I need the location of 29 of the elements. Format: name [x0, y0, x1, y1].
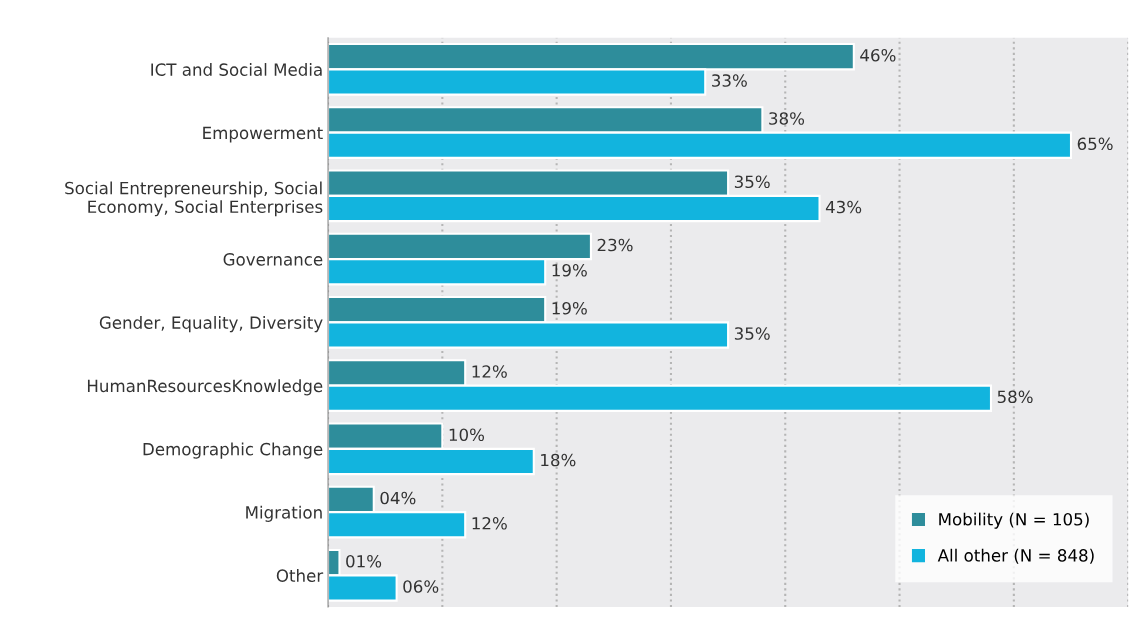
data-label: 19%	[552, 263, 587, 277]
data-label: 19%	[552, 301, 587, 315]
data-label: 04%	[380, 491, 416, 505]
y-tick-label: Social Entrepreneurship, Social Economy, Social Enterprises	[65, 181, 323, 217]
data-label: 35%	[734, 175, 770, 189]
y-tick-label: Governance	[223, 253, 323, 266]
y-tick-label: Migration	[246, 505, 322, 522]
y-tick-label: Demographic Change	[143, 442, 323, 459]
data-label: 58%	[997, 390, 1033, 404]
data-label: 18%	[541, 453, 576, 467]
legend-label: Mobility (N = 105)	[939, 512, 1089, 529]
data-label: 23%	[597, 238, 633, 252]
data-label: 01%	[346, 554, 382, 568]
data-label: 33%	[712, 74, 747, 87]
data-label: 12%	[472, 365, 507, 378]
data-label: 06%	[403, 580, 439, 593]
y-tick-label: ICT and Social Media	[151, 63, 322, 76]
y-tick-label: HumanResourcesKnowledge	[87, 379, 323, 396]
y-tick-label: Other	[276, 569, 324, 582]
data-label: 38%	[769, 112, 805, 125]
data-label: 10%	[449, 428, 485, 442]
data-label: 46%	[860, 48, 896, 62]
data-label: 65%	[1077, 137, 1113, 151]
data-label: 12%	[472, 516, 507, 530]
y-tick-label: Gender, Equality, Diversity	[99, 316, 323, 333]
legend-label: All other (N = 848)	[937, 548, 1094, 564]
data-label: 43%	[825, 200, 862, 214]
data-label: 35%	[734, 327, 770, 340]
y-tick-label: Empowerment	[203, 126, 323, 143]
